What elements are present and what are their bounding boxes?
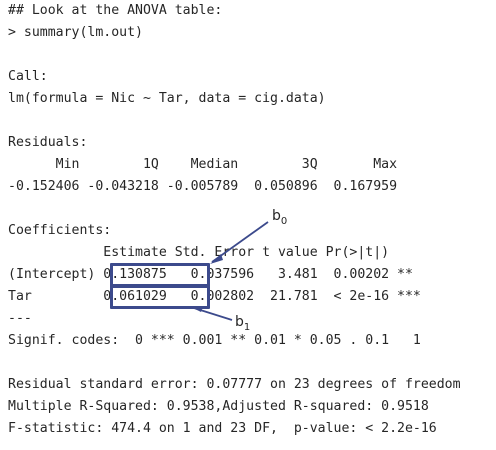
console-line-coefficients-header: Coefficients: xyxy=(8,223,112,238)
b0-label-base: b xyxy=(272,208,281,224)
console-line-residuals-header: Residuals: xyxy=(8,135,88,150)
console-line-residuals-values: -0.152406 -0.043218 -0.005789 0.050896 0… xyxy=(8,179,398,194)
b1-label-sub: 1 xyxy=(243,321,251,333)
intercept-estimate-highlight xyxy=(110,263,210,287)
b1-label-base: b xyxy=(235,314,244,330)
console-line-coefficients-columns: Estimate Std. Error t value Pr(>|t|) xyxy=(8,245,390,260)
console-line-comment: ## Look at the ANOVA table: xyxy=(8,3,223,18)
console-line-tar-row: Tar 0.061029 0.002802 21.781 < 2e-16 *** xyxy=(8,289,421,304)
console-line-call-header: Call: xyxy=(8,69,48,84)
console-line-residual-se: Residual standard error: 0.07777 on 23 d… xyxy=(8,377,461,392)
console-line-call-formula: lm(formula = Nic ~ Tar, data = cig.data) xyxy=(8,91,326,106)
console-line-command: > summary(lm.out) xyxy=(8,25,143,40)
b1-label: b1 xyxy=(235,314,250,333)
r-console-output: ## Look at the ANOVA table: > summary(lm… xyxy=(8,0,496,450)
tar-estimate-highlight xyxy=(110,285,210,309)
console-line-residuals-labels: Min 1Q Median 3Q Max xyxy=(8,157,398,172)
console-line-r-squared: Multiple R-Squared: 0.9538,Adjusted R-sq… xyxy=(8,399,429,414)
console-line-intercept-row: (Intercept) 0.130875 0.037596 3.481 0.00… xyxy=(8,267,413,282)
console-line-f-statistic: F-statistic: 474.4 on 1 and 23 DF, p-val… xyxy=(8,421,437,436)
console-line-separator: --- xyxy=(8,311,32,326)
b0-label-sub: 0 xyxy=(280,215,288,227)
console-line-signif-codes: Signif. codes: 0 *** 0.001 ** 0.01 * 0.0… xyxy=(8,333,421,348)
b0-label: b0 xyxy=(272,208,287,227)
